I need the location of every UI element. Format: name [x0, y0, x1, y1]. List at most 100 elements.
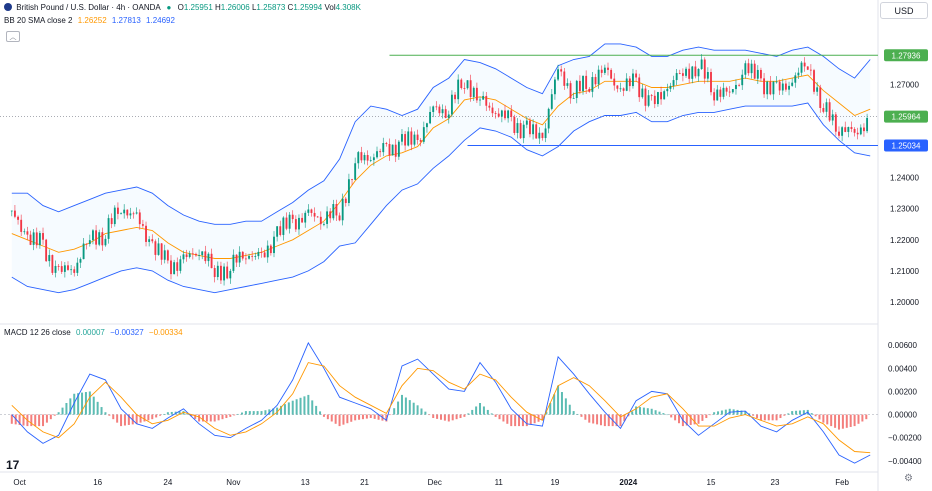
macd-histogram-bar	[685, 414, 688, 426]
candle-body	[45, 239, 48, 262]
macd-histogram-bar	[728, 408, 731, 415]
macd-histogram-bar	[92, 396, 95, 415]
candle-body	[432, 106, 435, 112]
macd-histogram-bar	[560, 392, 563, 415]
candle-body	[663, 91, 666, 100]
macd-histogram-bar	[752, 414, 755, 416]
candle-body	[616, 85, 619, 89]
candle-body	[426, 123, 428, 128]
candle-body	[469, 80, 472, 97]
macd-histogram-bar	[358, 414, 361, 420]
candle-body	[273, 236, 275, 254]
candle-body	[722, 87, 725, 97]
price-tick-label: 1.20000	[890, 298, 919, 307]
candle-body	[485, 95, 488, 106]
ohlc-value: 1.25994	[293, 3, 323, 12]
macd-histogram-bar	[830, 414, 833, 427]
candle-body	[516, 123, 519, 133]
collapse-legend-button[interactable]: ︿	[6, 31, 20, 42]
candle-body	[784, 83, 787, 90]
candle-body	[588, 88, 591, 92]
candle-body	[575, 80, 578, 98]
candle-body	[706, 72, 709, 79]
candle-body	[235, 254, 238, 263]
gear-icon[interactable]: ⚙	[904, 473, 913, 484]
macd-histogram-bar	[303, 396, 306, 415]
candle-body	[560, 69, 563, 72]
macd-histogram-bar	[365, 414, 368, 419]
candle-body	[841, 127, 844, 136]
candle-body	[532, 124, 535, 135]
macd-histogram-bar	[740, 410, 743, 415]
macd-histogram-bar	[580, 414, 583, 417]
candle-body	[191, 253, 194, 255]
macd-legend[interactable]: MACD 12 26 close 0.00007 −0.00327 −0.003…	[4, 328, 183, 337]
macd-histogram-bar	[166, 412, 169, 415]
candle-body	[229, 270, 232, 279]
candle-body	[416, 134, 419, 140]
macd-histogram-bar	[541, 414, 544, 421]
macd-histogram-bar	[57, 412, 60, 415]
macd-histogram-bar	[861, 414, 864, 422]
macd-histogram-bar	[88, 391, 91, 415]
macd-line-value: −0.00327	[110, 328, 144, 337]
macd-histogram-bar	[256, 411, 259, 415]
macd-histogram-bar	[120, 414, 123, 427]
candle-body	[313, 212, 316, 217]
candle-body	[310, 209, 313, 213]
macd-histogram-bar	[432, 414, 435, 419]
candle-body	[847, 127, 850, 132]
candle-body	[401, 134, 403, 142]
candle-body	[731, 89, 734, 93]
bb-lower-value: 1.24692	[146, 16, 175, 25]
macd-histogram-bar	[213, 414, 216, 422]
candle-body	[166, 250, 169, 261]
candle-body	[316, 216, 319, 218]
macd-histogram-bar	[646, 408, 649, 415]
candle-body	[410, 131, 413, 145]
macd-histogram-bar	[77, 393, 80, 415]
candle-body	[148, 239, 151, 242]
candle-body	[472, 87, 475, 97]
candle-body	[422, 127, 425, 142]
macd-histogram-bar	[241, 412, 244, 415]
macd-histogram-bar	[658, 411, 661, 415]
macd-histogram-bar	[252, 411, 255, 415]
candle-body	[794, 75, 797, 83]
bb-lower-line	[11, 102, 871, 294]
macd-histogram-bar	[287, 402, 290, 415]
candle-body	[497, 113, 500, 117]
macd-histogram-bar	[670, 414, 673, 418]
level-price-label-bg	[884, 139, 928, 152]
candle-body	[104, 238, 107, 246]
macd-histogram-bar	[674, 414, 677, 421]
macd-histogram-bar	[490, 413, 493, 415]
candle-body	[697, 69, 700, 77]
candle-body	[547, 108, 550, 129]
candle-body	[123, 209, 126, 214]
macd-histogram-bar	[361, 414, 364, 420]
macd-histogram-bar	[514, 414, 517, 427]
macd-histogram-bar	[322, 414, 325, 417]
candle-body	[522, 124, 525, 139]
macd-histogram-bar	[424, 411, 427, 415]
symbol-legend: British Pound / U.S. Dollar · 4h · OANDA…	[4, 3, 361, 12]
macd-histogram-bar	[30, 414, 33, 427]
macd-histogram-bar	[436, 414, 439, 419]
macd-histogram-bar	[385, 414, 388, 422]
tradingview-logo[interactable]: 17	[6, 458, 20, 472]
macd-histogram-bar	[264, 410, 267, 415]
time-tick-label: 19	[550, 478, 559, 487]
candle-body	[63, 265, 66, 272]
macd-histogram-bar	[623, 414, 626, 422]
candle-body	[582, 75, 584, 92]
bb-legend[interactable]: BB 20 SMA close 2 1.26252 1.27813 1.2469…	[4, 16, 175, 25]
candle-body	[747, 63, 750, 74]
candle-body	[51, 255, 54, 273]
currency-selector[interactable]: USD	[880, 2, 928, 19]
level-price-label: 1.27936	[892, 51, 921, 60]
candle-body	[223, 266, 225, 281]
macd-histogram-bar	[455, 414, 458, 420]
candle-body	[17, 216, 19, 220]
